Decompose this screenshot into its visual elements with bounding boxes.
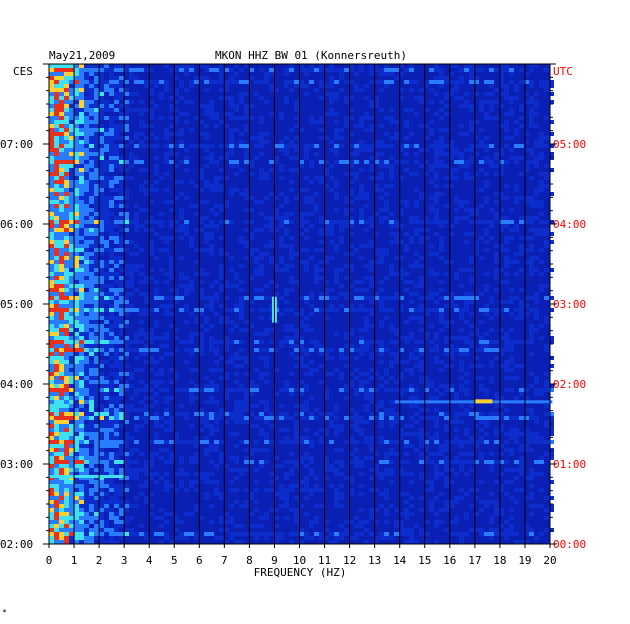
chart-title: MKON HHZ BW 01 (Konnersreuth) — [215, 49, 407, 62]
x-tick-label: 15 — [418, 554, 431, 567]
left-tick-label: 03:00 — [0, 458, 33, 471]
spectral-peak — [474, 399, 493, 404]
x-tick-label: 17 — [468, 554, 481, 567]
x-tick-label: 9 — [271, 554, 278, 567]
spectral-band — [394, 400, 553, 404]
right-tick-label: 04:00 — [553, 218, 586, 231]
x-tick-label: 1 — [71, 554, 78, 567]
right-tick-label: 03:00 — [553, 298, 586, 311]
x-tick-label: 20 — [543, 554, 556, 567]
x-tick-label: 0 — [46, 554, 53, 567]
right-tick-label: 05:00 — [553, 138, 586, 151]
left-tick-label: 07:00 — [0, 138, 33, 151]
spectral-band — [49, 475, 125, 478]
right-tick-label: 02:00 — [553, 378, 586, 391]
x-tick-label: 3 — [121, 554, 128, 567]
x-tick-label: 16 — [443, 554, 456, 567]
right-tick-label: 01:00 — [553, 458, 586, 471]
left-tick-label: 04:00 — [0, 378, 33, 391]
x-tick-label: 18 — [493, 554, 506, 567]
left-tick-label: 02:00 — [0, 538, 33, 551]
x-tick-label: 10 — [293, 554, 306, 567]
right-axis-label: UTC — [553, 65, 573, 78]
left-axis-label: CES — [13, 65, 33, 78]
x-tick-label: 2 — [96, 554, 103, 567]
left-tick-label: 05:00 — [0, 298, 33, 311]
x-tick-label: 7 — [221, 554, 228, 567]
x-tick-label: 4 — [146, 554, 153, 567]
footnote-mark: * — [2, 608, 7, 617]
spectrogram-heat-layer — [49, 64, 554, 544]
x-tick-label: 19 — [518, 554, 531, 567]
left-tick-label: 06:00 — [0, 218, 33, 231]
x-tick-label: 14 — [393, 554, 407, 567]
frequency-gridlines — [48, 63, 551, 545]
x-tick-label: 5 — [171, 554, 178, 567]
right-tick-label: 00:00 — [553, 538, 586, 551]
x-tick-label: 13 — [368, 554, 381, 567]
x-tick-label: 6 — [196, 554, 203, 567]
x-tick-label: 11 — [318, 554, 331, 567]
chart-date: May21,2009 — [49, 49, 115, 62]
x-tick-label: 8 — [246, 554, 253, 567]
x-tick-label: 12 — [343, 554, 356, 567]
axis-ticks: 0 1 2 3 4 5 6 7 8 9 10 11 12 13 14 15 16 17 18 19 2000:0002:… — [0, 63, 586, 567]
x-axis-label: FREQUENCY (HZ) — [254, 566, 347, 579]
